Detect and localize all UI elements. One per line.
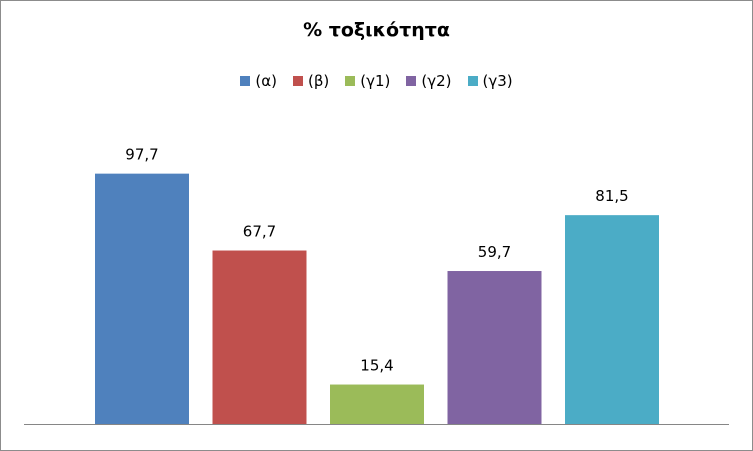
legend-item-b: (β): [292, 72, 330, 90]
data-label-3: 15,4: [360, 357, 393, 375]
legend-item-g2: (γ2): [406, 72, 452, 90]
legend-swatch-a: [240, 76, 251, 86]
legend: (α) (β) (γ1) (γ2) (γ3): [0, 72, 753, 90]
legend-label-g1: (γ1): [360, 72, 391, 90]
legend-label-b: (β): [307, 72, 330, 90]
legend-item-g3: (γ3): [467, 72, 513, 90]
legend-swatch-g1: [345, 76, 356, 86]
legend-swatch-b: [292, 76, 303, 86]
legend-label-g3: (γ3): [482, 72, 513, 90]
legend-swatch-g2: [406, 76, 417, 86]
legend-label-a: (α): [255, 72, 277, 90]
legend-swatch-g3: [467, 76, 478, 86]
bar-1: [95, 173, 189, 424]
bar-5: [565, 215, 659, 424]
legend-item-g1: (γ1): [345, 72, 390, 90]
legend-item-a: (α): [240, 72, 277, 90]
legend-label-g2: (γ2): [421, 72, 452, 90]
data-label-1: 97,7: [125, 146, 158, 164]
bar-3: [330, 384, 424, 424]
bar-4: [447, 271, 542, 424]
bar-2: [212, 250, 307, 424]
chart-title: % τοξικότητα: [303, 19, 450, 41]
data-label-2: 67,7: [243, 223, 276, 241]
data-label-5: 81,5: [595, 187, 628, 205]
data-label-4: 59,7: [478, 243, 511, 261]
